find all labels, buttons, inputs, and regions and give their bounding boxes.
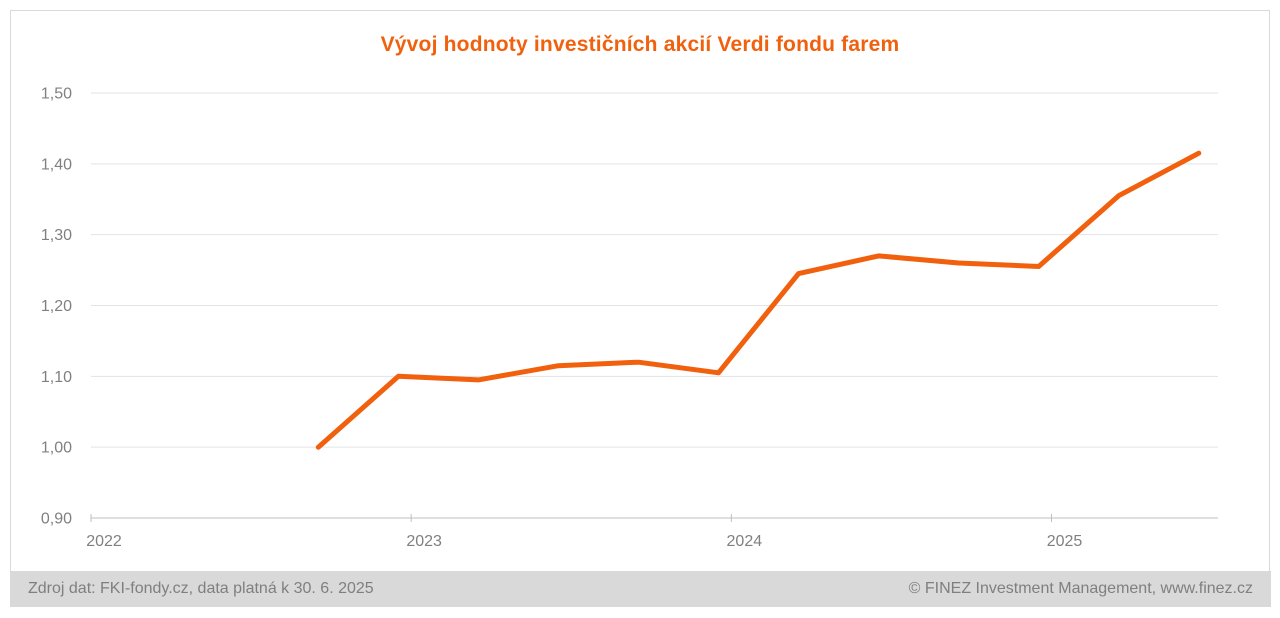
footer-bar: Zdroj dat: FKI-fondy.cz, data platná k 3… bbox=[10, 571, 1271, 607]
footer-copyright-text: © FINEZ Investment Management, www.finez… bbox=[908, 580, 1253, 597]
chart-frame bbox=[10, 10, 1270, 607]
y-axis-tick-label: 1,10 bbox=[41, 369, 72, 386]
x-axis-tick-label: 2025 bbox=[1047, 533, 1083, 550]
x-axis-tick-label: 2024 bbox=[727, 533, 763, 550]
footer-source-text: Zdroj dat: FKI-fondy.cz, data platná k 3… bbox=[28, 580, 374, 597]
y-axis-tick-label: 1,40 bbox=[41, 156, 72, 173]
y-axis-tick-label: 0,90 bbox=[41, 511, 72, 528]
x-axis-tick-label: 2023 bbox=[406, 533, 442, 550]
y-axis-tick-label: 1,30 bbox=[41, 227, 72, 244]
series-line bbox=[315, 150, 1202, 450]
y-axis-tick-label: 1,50 bbox=[41, 86, 72, 103]
y-axis-tick-label: 1,00 bbox=[41, 440, 72, 457]
x-axis-tick-label: 2022 bbox=[86, 533, 122, 550]
y-axis-tick-label: 1,20 bbox=[41, 298, 72, 315]
chart-title: Vývoj hodnoty investičních akcií Verdi f… bbox=[380, 33, 900, 56]
